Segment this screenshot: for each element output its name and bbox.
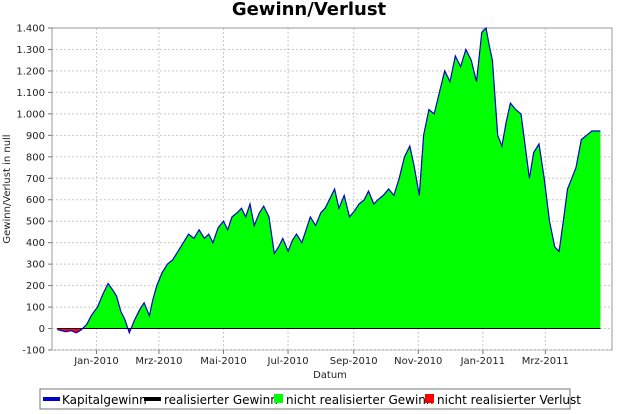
legend-label-realisierter-gewinn: realisierter Gewinn [164,393,278,407]
x-tick-label: Nov-2010 [394,356,442,367]
area-nicht-realisierter-verlust [57,328,132,333]
y-tick-label: 0 [39,324,45,335]
y-axis-label: Gewinn/Verlust in null [2,134,13,243]
line-layer [57,26,601,335]
x-tick-label: Jan-2010 [73,356,118,367]
y-tick-label: 600 [26,195,45,206]
x-axis-label: Datum [313,370,347,381]
y-tick-label: 900 [26,131,45,142]
y-tick-label: 300 [26,260,45,271]
x-tick-label: Jan-2011 [460,356,505,367]
y-tick-label: 1.200 [16,66,45,77]
y-tick-label: 800 [26,152,45,163]
x-tick-label: Sep-2010 [330,356,378,367]
legend: Kapitalgewinn realisierter Gewinn nicht … [39,388,581,410]
chart-title: Gewinn/Verlust [232,0,387,20]
y-tick-label: 400 [26,238,45,249]
area-nicht-realisierter-gewinn [57,28,601,329]
y-tick-label: 1.000 [16,109,45,120]
y-tick-label: 1.100 [16,88,45,99]
y-axis-ticks: -100 0 100 200 300 400 500 600 700 800 900 1.000 1.1… [16,24,52,357]
line-kapitalgewinn [57,26,601,335]
legend-swatch-kapitalgewinn [43,397,60,401]
x-tick-label: Mrz-2011 [522,356,569,367]
y-tick-label: 500 [26,217,45,228]
x-tick-label: Jul-2010 [267,356,309,367]
legend-label-kapitalgewinn: Kapitalgewinn [62,393,147,407]
legend-swatch-realisierter-gewinn [144,397,161,401]
y-tick-label: 200 [26,281,45,292]
legend-label-nicht-realisierter-verlust: nicht realisierter Verlust [437,393,581,407]
legend-label-nicht-realisierter-gewinn: nicht realisierter Gewinn [286,393,434,407]
area-layer [57,28,601,333]
legend-box [39,388,571,410]
legend-swatch-nicht-realisierter-verlust [425,394,434,403]
y-tick-label: 100 [26,303,45,314]
y-tick-label: 1.400 [16,24,45,35]
y-tick-label: 700 [26,174,45,185]
legend-swatch-nicht-realisierter-gewinn [274,394,283,403]
y-tick-label: 1.300 [16,45,45,56]
y-tick-label: -100 [22,346,45,357]
x-tick-label: Mai-2010 [200,356,247,367]
x-tick-label: Mrz-2010 [135,356,182,367]
x-axis-ticks: Jan-2010 Mrz-2010 Mai-2010 Jul-2010 Sep-2010… [73,350,569,367]
